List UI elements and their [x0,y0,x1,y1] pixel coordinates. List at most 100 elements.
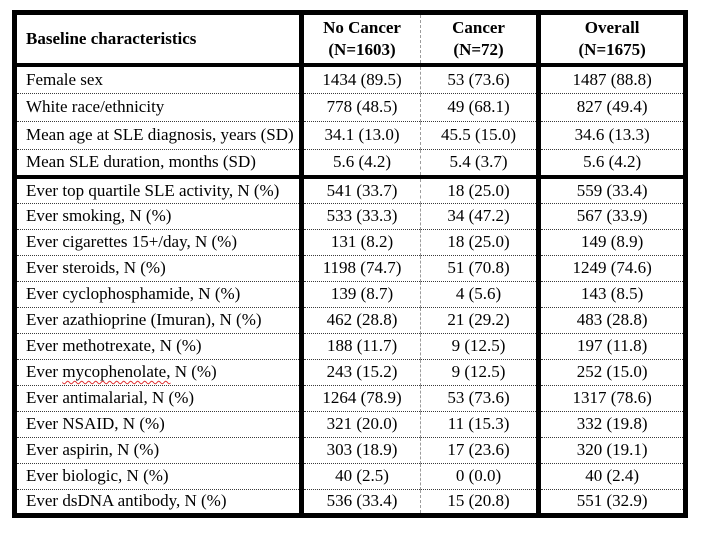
misspelled-word: mycophenolate, [62,362,171,382]
table-row-cigarettes: Ever cigarettes 15+/day, N (%) 131 (8.2)… [14,228,686,256]
cell-overall: 827 (49.4) [538,92,686,122]
cell-no-cancer: 303 (18.9) [301,436,421,464]
header-cancer-title: Cancer [452,18,505,37]
header-overall-n: (N=1675) [578,40,646,60]
cell-cancer: 4 (5.6) [420,280,542,308]
row-label: Ever antimalarial, N (%) [14,384,305,412]
row-label: Ever smoking, N (%) [14,202,305,230]
row-label: Female sex [14,65,305,94]
cell-overall: 197 (11.8) [538,332,686,360]
cell-cancer: 45.5 (15.0) [420,120,542,150]
header-overall-title: Overall [584,18,640,37]
table-row-sle-duration: Mean SLE duration, months (SD) 5.6 (4.2)… [14,148,686,178]
cell-no-cancer: 462 (28.8) [301,306,421,334]
cell-cancer: 34 (47.2) [420,202,542,230]
row-label: Ever top quartile SLE activity, N (%) [14,175,305,204]
row-label: Ever aspirin, N (%) [14,436,305,464]
row-label: Ever mycophenolate, N (%) [14,358,305,386]
row-label: Ever methotrexate, N (%) [14,332,305,360]
row-label: Ever biologic, N (%) [14,462,305,490]
table-header: Baseline characteristics No Cancer (N=16… [14,12,686,68]
table-row-steroids: Ever steroids, N (%) 1198 (74.7) 51 (70.… [14,254,686,282]
header-overall: Overall (N=1675) [538,12,686,68]
cell-overall: 551 (32.9) [538,488,686,516]
table-row-antimalarial: Ever antimalarial, N (%) 1264 (78.9) 53 … [14,384,686,412]
row-label: White race/ethnicity [14,92,305,122]
header-row: Baseline characteristics No Cancer (N=16… [14,12,686,68]
table-row-aspirin: Ever aspirin, N (%) 303 (18.9) 17 (23.6)… [14,436,686,464]
cell-no-cancer: 5.6 (4.2) [301,148,421,178]
cell-overall: 34.6 (13.3) [538,120,686,150]
label-suffix: N (%) [170,362,217,382]
cell-overall: 320 (19.1) [538,436,686,464]
cell-no-cancer: 139 (8.7) [301,280,421,308]
cell-no-cancer: 34.1 (13.0) [301,120,421,150]
cell-overall: 5.6 (4.2) [538,148,686,178]
cell-overall: 143 (8.5) [538,280,686,308]
table-row-smoking: Ever smoking, N (%) 533 (33.3) 34 (47.2)… [14,202,686,230]
table-row-sle-activity: Ever top quartile SLE activity, N (%) 54… [14,175,686,204]
label-prefix: Ever [26,362,63,382]
table-row-mycophenolate: Ever mycophenolate, N (%) 243 (15.2) 9 (… [14,358,686,386]
cell-no-cancer: 243 (15.2) [301,358,421,386]
table-row-dsdna: Ever dsDNA antibody, N (%) 536 (33.4) 15… [14,488,686,516]
cell-cancer: 15 (20.8) [420,488,542,516]
cell-cancer: 53 (73.6) [420,384,542,412]
cell-cancer: 51 (70.8) [420,254,542,282]
header-no-cancer-title: No Cancer [323,18,401,37]
cell-cancer: 18 (25.0) [420,175,542,204]
cell-no-cancer: 536 (33.4) [301,488,421,516]
cell-no-cancer: 1198 (74.7) [301,254,421,282]
cell-cancer: 5.4 (3.7) [420,148,542,178]
cell-no-cancer: 188 (11.7) [301,332,421,360]
cell-no-cancer: 541 (33.7) [301,175,421,204]
header-cancer-n: (N=72) [453,40,504,60]
baseline-characteristics-table: Baseline characteristics No Cancer (N=16… [12,10,688,518]
cell-no-cancer: 778 (48.5) [301,92,421,122]
row-label: Ever steroids, N (%) [14,254,305,282]
cell-cancer: 9 (12.5) [420,332,542,360]
cell-cancer: 0 (0.0) [420,462,542,490]
cell-overall: 1249 (74.6) [538,254,686,282]
cell-cancer: 9 (12.5) [420,358,542,386]
cell-no-cancer: 321 (20.0) [301,410,421,438]
header-no-cancer-n: (N=1603) [328,40,396,60]
cell-cancer: 18 (25.0) [420,228,542,256]
table-row-white-race: White race/ethnicity 778 (48.5) 49 (68.1… [14,92,686,122]
table-row-methotrexate: Ever methotrexate, N (%) 188 (11.7) 9 (1… [14,332,686,360]
cell-cancer: 17 (23.6) [420,436,542,464]
row-label: Mean age at SLE diagnosis, years (SD) [14,120,305,150]
table-row-azathioprine: Ever azathioprine (Imuran), N (%) 462 (2… [14,306,686,334]
row-label: Mean SLE duration, months (SD) [14,148,305,178]
cell-overall: 483 (28.8) [538,306,686,334]
table-row-cyclophosphamide: Ever cyclophosphamide, N (%) 139 (8.7) 4… [14,280,686,308]
cell-overall: 559 (33.4) [538,175,686,204]
cell-overall: 567 (33.9) [538,202,686,230]
cell-overall: 1487 (88.8) [572,69,652,89]
header-cancer: Cancer (N=72) [420,12,542,68]
row-label: Ever NSAID, N (%) [14,410,305,438]
table-row-mean-age: Mean age at SLE diagnosis, years (SD) 34… [14,120,686,150]
header-baseline-characteristics: Baseline characteristics [14,12,305,68]
cell-overall: 149 (8.9) [538,228,686,256]
header-no-cancer: No Cancer (N=1603) [301,12,421,68]
cell-overall: 332 (19.8) [538,410,686,438]
table-row-nsaid: Ever NSAID, N (%) 321 (20.0) 11 (15.3) 3… [14,410,686,438]
table-row-female-sex: Female sex 1434 (89.5) 53 (73.6) 1487 (8… [14,65,686,94]
cell-overall: 252 (15.0) [538,358,686,386]
cell-overall: 40 (2.4) [538,462,686,490]
row-label: Ever cyclophosphamide, N (%) [14,280,305,308]
cell-cancer: 21 (29.2) [420,306,542,334]
row-label: Ever azathioprine (Imuran), N (%) [14,306,305,334]
row-label: Ever dsDNA antibody, N (%) [14,488,305,516]
cell-no-cancer: 1264 (78.9) [301,384,421,412]
cell-no-cancer: 40 (2.5) [301,462,421,490]
cell-no-cancer: 1434 (89.5) [301,65,421,94]
table-row-biologic: Ever biologic, N (%) 40 (2.5) 0 (0.0) 40… [14,462,686,490]
table-body: Female sex 1434 (89.5) 53 (73.6) 1487 (8… [14,65,686,516]
cell-cancer: 11 (15.3) [420,410,542,438]
cell-overall: 1317 (78.6) [538,384,686,412]
cell-cancer: 53 (73.6) [420,65,542,94]
row-label: Ever cigarettes 15+/day, N (%) [14,228,305,256]
